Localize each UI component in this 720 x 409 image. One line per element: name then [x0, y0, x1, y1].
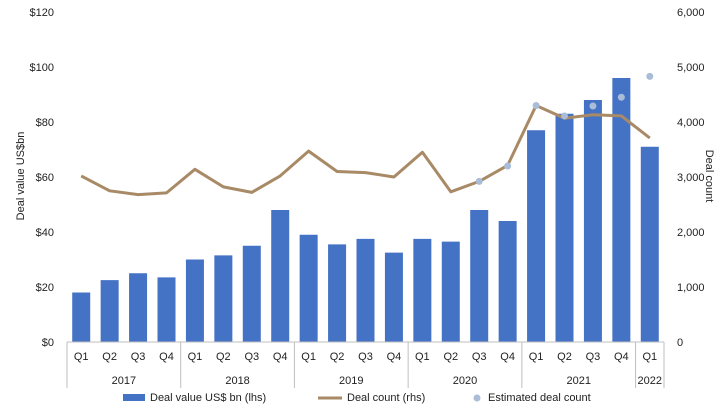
- year-label: 2020: [453, 375, 477, 387]
- legend-label: Deal count (rhs): [347, 392, 425, 404]
- estimated-point: [646, 72, 654, 80]
- bar: [185, 259, 204, 342]
- x-tick-label: Q3: [358, 351, 373, 363]
- deal-count-line: [80, 104, 651, 197]
- bar: [271, 210, 290, 342]
- x-tick-label: Q1: [188, 351, 203, 363]
- y-right-tick-label: 6,000: [677, 7, 705, 19]
- bar: [441, 241, 460, 342]
- legend-label: Deal value US$ bn (lhs): [150, 392, 266, 404]
- x-tick-label: Q4: [614, 351, 629, 363]
- bar: [413, 238, 432, 342]
- y-left-tick-label: $60: [36, 172, 54, 184]
- bar: [612, 78, 631, 342]
- year-label: 2021: [566, 375, 590, 387]
- bar: [299, 234, 318, 342]
- bar: [100, 280, 119, 342]
- bar: [157, 277, 176, 342]
- x-axis: Q1 Q2 Q3 Q4 Q1 Q2 Q3 Q4 Q1 Q2 Q3 Q4 Q1 Q2 Q3 Q4 Q1 Q2 Q3 Q4…: [66, 341, 665, 388]
- estimated-point: [561, 112, 568, 120]
- x-tick-label: Q4: [387, 351, 402, 363]
- y-right-tick-label: 2,000: [677, 227, 705, 239]
- year-label: 2019: [339, 375, 363, 387]
- x-tick-label: Q3: [472, 351, 487, 363]
- x-tick-label: Q1: [301, 351, 316, 363]
- bar: [583, 100, 602, 342]
- bar: [555, 113, 574, 342]
- x-tick-label: Q1: [74, 351, 89, 363]
- bar: [72, 292, 91, 342]
- bar: [242, 245, 261, 342]
- x-tick-label: Q1: [415, 351, 430, 363]
- estimated-point: [475, 177, 483, 185]
- year-label: 2018: [225, 375, 249, 387]
- legend-swatch-bar: [123, 394, 145, 401]
- estimated-point: [617, 93, 625, 101]
- bar: [214, 255, 233, 342]
- y-left-tick-label: $80: [36, 117, 54, 129]
- bar: [328, 244, 347, 342]
- y-left-axis-title: Deal value US$bn: [15, 132, 27, 221]
- x-tick-label: Q2: [557, 351, 572, 363]
- year-label: 2017: [112, 375, 136, 387]
- year-label: 2022: [638, 375, 662, 387]
- estimated-deal-count-points: [475, 72, 654, 185]
- x-tick-label: Q2: [102, 351, 117, 363]
- x-tick-label: Q4: [500, 351, 515, 363]
- y-left-tick-label: $0: [42, 337, 54, 349]
- legend-swatch-dot: [473, 394, 481, 402]
- x-tick-label: Q3: [131, 351, 146, 363]
- bar: [470, 210, 489, 342]
- x-tick-label: Q1: [529, 351, 544, 363]
- y-left-ticks: $0 $20 $40 $60 $80 $100 $120: [30, 7, 54, 349]
- bar-series: [72, 78, 659, 342]
- x-tick-label: Q2: [443, 351, 458, 363]
- y-left-tick-label: $20: [36, 282, 54, 294]
- x-tick-label: Q3: [244, 351, 259, 363]
- y-right-tick-label: 1,000: [677, 282, 705, 294]
- x-tick-label: Q4: [273, 351, 288, 363]
- estimated-point: [532, 102, 540, 109]
- y-right-ticks: 0 1,000 2,000 3,000 4,000 5,000 6,000: [677, 7, 705, 349]
- x-tick-label: Q2: [216, 351, 231, 363]
- bar: [640, 146, 659, 342]
- legend: Deal value US$ bn (lhs) Deal count (rhs) E…: [123, 392, 591, 404]
- estimated-point: [504, 162, 512, 170]
- legend-label: Estimated deal count: [488, 392, 591, 404]
- x-tick-label: Q2: [330, 351, 345, 363]
- y-right-tick-label: 5,000: [677, 62, 705, 74]
- y-right-tick-label: 3,000: [677, 172, 705, 184]
- y-right-tick-label: 0: [677, 337, 683, 349]
- bar: [384, 252, 403, 342]
- bar: [527, 130, 546, 342]
- estimated-point: [589, 102, 597, 110]
- y-left-tick-label: $100: [30, 62, 54, 74]
- bar: [498, 221, 517, 342]
- y-left-tick-label: $40: [36, 227, 54, 239]
- bar: [356, 238, 375, 342]
- x-tick-label: Q1: [642, 351, 657, 363]
- y-right-axis-title: Deal count: [703, 150, 715, 203]
- y-right-tick-label: 4,000: [677, 117, 705, 129]
- y-left-tick-label: $120: [30, 7, 54, 19]
- x-tick-label: Q3: [586, 351, 601, 363]
- bar: [129, 273, 148, 342]
- x-tick-label: Q4: [159, 351, 174, 363]
